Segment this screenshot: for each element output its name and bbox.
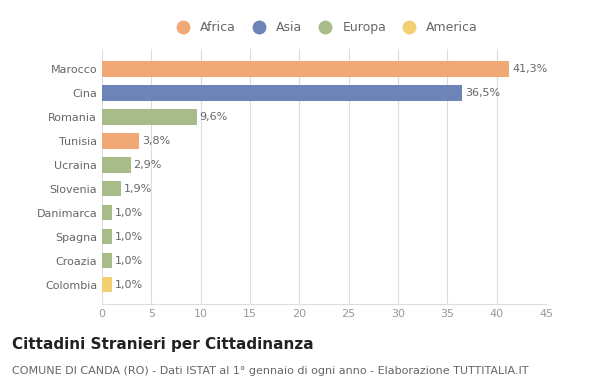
Bar: [102, 277, 112, 293]
Text: 1,0%: 1,0%: [115, 208, 143, 218]
Text: COMUNE DI CANDA (RO) - Dati ISTAT al 1° gennaio di ogni anno - Elaborazione TUTT: COMUNE DI CANDA (RO) - Dati ISTAT al 1° …: [12, 366, 529, 376]
Bar: [102, 61, 509, 76]
Text: 2,9%: 2,9%: [134, 160, 162, 170]
Text: 9,6%: 9,6%: [200, 112, 228, 122]
Bar: [102, 109, 197, 125]
Bar: [102, 205, 112, 220]
Text: 41,3%: 41,3%: [512, 64, 548, 74]
Legend: Africa, Asia, Europa, America: Africa, Asia, Europa, America: [166, 17, 482, 38]
Bar: [102, 229, 112, 244]
Bar: [102, 157, 131, 173]
Text: 3,8%: 3,8%: [142, 136, 171, 146]
Bar: [102, 85, 462, 101]
Bar: [102, 253, 112, 268]
Bar: [102, 133, 139, 149]
Text: 1,9%: 1,9%: [124, 184, 152, 194]
Bar: [102, 181, 121, 196]
Text: 1,0%: 1,0%: [115, 256, 143, 266]
Text: 1,0%: 1,0%: [115, 280, 143, 290]
Text: 1,0%: 1,0%: [115, 232, 143, 242]
Text: Cittadini Stranieri per Cittadinanza: Cittadini Stranieri per Cittadinanza: [12, 337, 314, 352]
Text: 36,5%: 36,5%: [465, 88, 500, 98]
